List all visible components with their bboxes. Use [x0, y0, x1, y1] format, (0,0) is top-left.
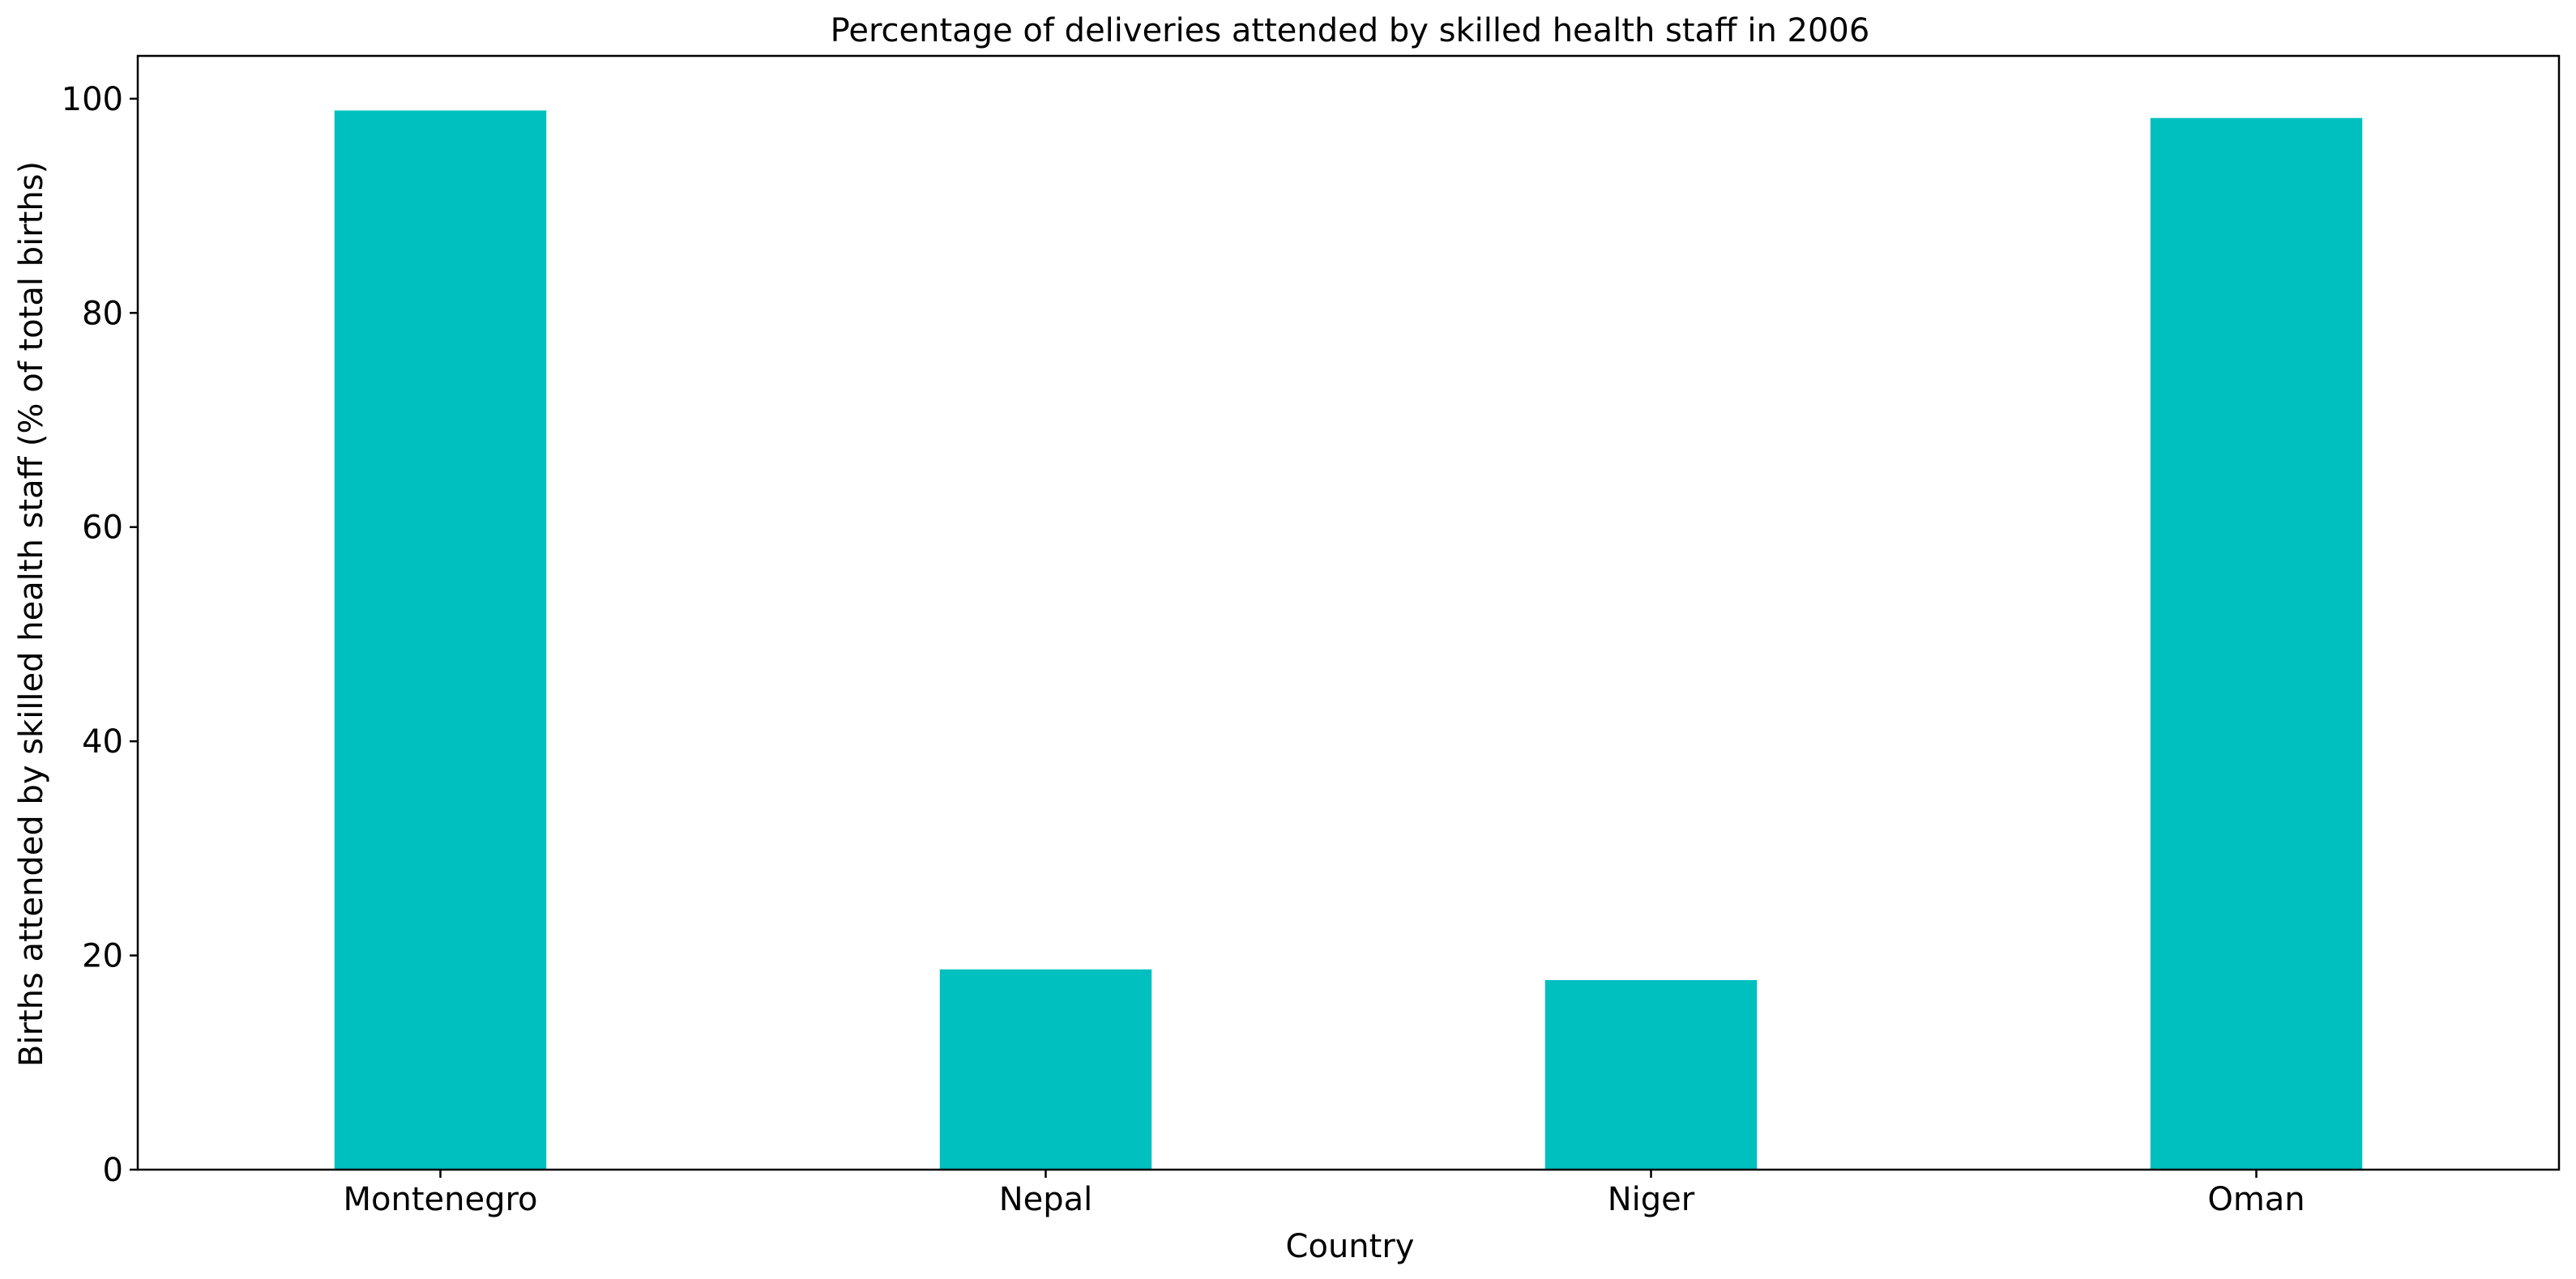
y-tick-label: 60: [82, 509, 123, 547]
x-axis-label: Country: [1286, 1228, 1415, 1265]
y-axis-ticks: 0 20 40 60 80 100: [62, 81, 138, 1189]
x-tick-label: Oman: [2207, 1181, 2305, 1218]
bar-montenegro: [334, 110, 547, 1170]
bar-oman: [2150, 117, 2363, 1170]
y-tick-label: 20: [82, 938, 123, 975]
x-tick-label: Niger: [1608, 1181, 1695, 1218]
plot-frame: [136, 54, 2561, 1171]
y-axis-label: Births attended by skilled health staff …: [13, 161, 50, 1067]
bars-group: [334, 110, 2363, 1170]
x-tick-label: Montenegro: [343, 1181, 537, 1218]
bar-niger: [1544, 979, 1758, 1170]
y-tick-label: 80: [82, 295, 123, 332]
bar-nepal: [939, 969, 1152, 1170]
y-tick-label: 100: [62, 81, 123, 118]
y-tick-label: 40: [82, 723, 123, 761]
y-tick-label: 0: [103, 1152, 123, 1189]
x-axis-ticks: Montenegro Nepal Niger Oman: [343, 1170, 2305, 1218]
x-tick-label: Nepal: [999, 1181, 1093, 1218]
chart-title: Percentage of deliveries attended by ski…: [831, 12, 1870, 49]
